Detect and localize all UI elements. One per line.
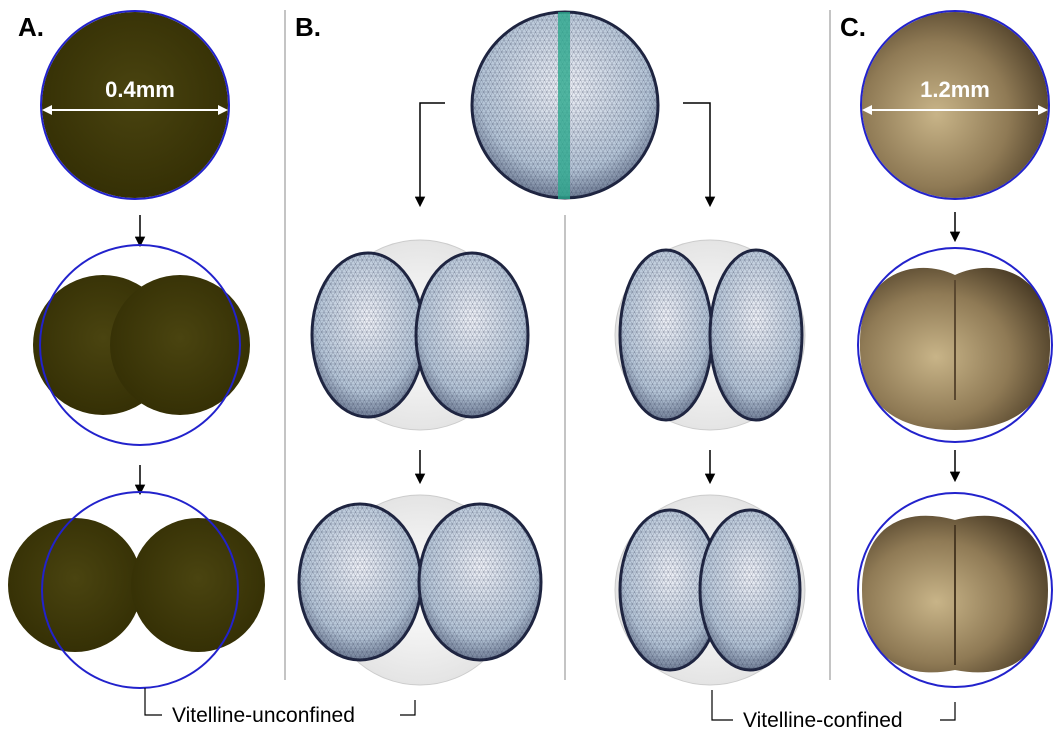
- mesh: [419, 504, 541, 660]
- panel-label: A.: [18, 12, 44, 42]
- blastomere: [110, 275, 250, 415]
- bracket: [145, 688, 162, 715]
- mesh: [416, 253, 528, 417]
- page: {"panels": [{"label": "A.", "scale": "0.…: [0, 0, 1053, 732]
- caption: Vitelline-unconfined: [172, 704, 355, 727]
- panel-c: 1.2mm: [858, 11, 1052, 687]
- blastomere: [8, 518, 142, 652]
- caption: Vitelline-confined: [743, 709, 903, 732]
- embryo: [862, 12, 1048, 198]
- panel-label: B.: [295, 12, 321, 42]
- bracket: [712, 690, 733, 720]
- panel-b: [299, 12, 805, 685]
- mesh: [620, 250, 712, 420]
- mesh: [710, 250, 802, 420]
- bracket: [940, 702, 955, 720]
- mesh: [700, 510, 800, 670]
- embryo: [42, 12, 228, 198]
- mesh: [312, 253, 424, 417]
- arrow: [683, 103, 710, 205]
- mesh: [299, 504, 421, 660]
- panel-label: C.: [840, 12, 866, 42]
- cleavage-band: [558, 12, 570, 199]
- scale-label: 0.4mm: [105, 77, 175, 102]
- panel-a: 0.4mm: [8, 11, 265, 688]
- scale-label: 1.2mm: [920, 77, 990, 102]
- arrow: [420, 103, 445, 205]
- figure: A. B. C. 0.4mm: [0, 0, 1053, 732]
- blastomere: [131, 518, 265, 652]
- bracket: [400, 700, 415, 715]
